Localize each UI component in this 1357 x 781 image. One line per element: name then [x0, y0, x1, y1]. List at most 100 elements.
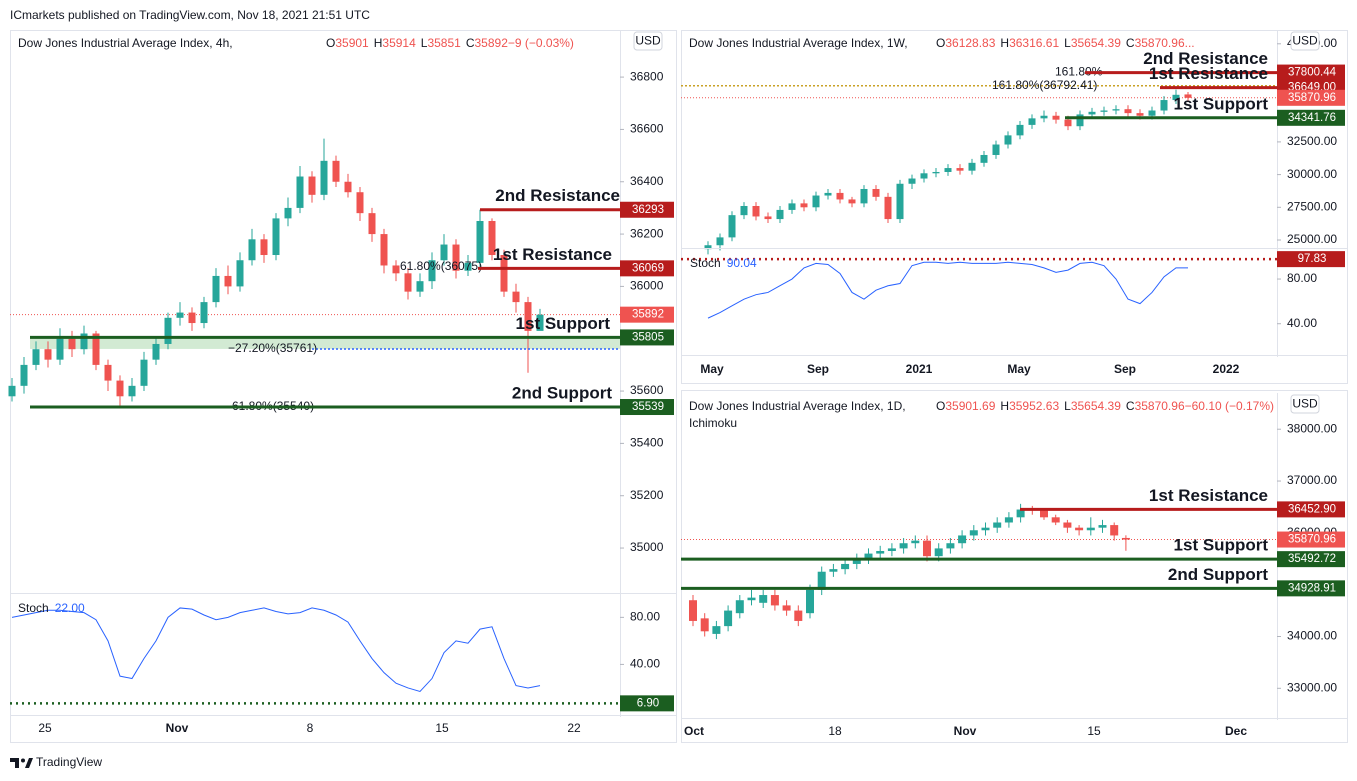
candle-body — [188, 312, 196, 324]
price-label: 34928.91 — [1288, 582, 1336, 594]
panel-frame — [681, 390, 1348, 743]
y-tick-label: 25000.00 — [1287, 232, 1337, 246]
candle-body — [712, 626, 721, 634]
level-label: 1st Resistance — [1149, 64, 1268, 83]
y-tick-label: 36600 — [630, 122, 664, 136]
y-tick-label: 38000.00 — [1287, 421, 1337, 435]
price-label: 35539 — [632, 401, 664, 413]
candle-body — [260, 239, 268, 256]
candle-body — [740, 205, 748, 216]
usd-box — [633, 31, 663, 51]
candle-body — [923, 540, 931, 557]
ohlc-value: 35870.96... — [1135, 36, 1195, 50]
chart-title: Dow Jones Industrial Average Index, 1D, — [689, 399, 906, 413]
candle-body — [1100, 110, 1108, 112]
y-tick-label: 34000.00 — [1287, 629, 1337, 643]
x-tick-label: Sep — [807, 362, 829, 376]
candle-body — [44, 349, 52, 360]
candle-body — [1088, 111, 1096, 115]
ohlc: O35901 H35914 L35851 C35892−9 (−0.03%) — [326, 36, 574, 50]
stoch-legend: Stoch 22.00 — [18, 601, 85, 615]
candle-body — [747, 597, 756, 601]
candle-body — [344, 181, 352, 193]
x-tick-label: Sep — [1114, 362, 1136, 376]
candle-body — [128, 385, 136, 397]
candle-body — [416, 281, 424, 292]
candle-body — [700, 618, 709, 632]
y-tick-label: 36800 — [630, 69, 664, 83]
y-tick-label: 35200 — [630, 488, 664, 502]
candle-body — [993, 522, 1002, 528]
price-label: 35870.96 — [1288, 534, 1336, 546]
candle-body — [1016, 509, 1025, 518]
candle-body — [440, 244, 448, 261]
y-tick-label: 40.00 — [1287, 316, 1317, 330]
fib-label: 161.80% — [1055, 65, 1103, 79]
y-tick-label: 27500.00 — [1287, 199, 1337, 213]
ohlc-key: L — [1064, 36, 1071, 50]
candle-body — [812, 195, 820, 208]
candle-body — [368, 213, 376, 235]
candle-body — [80, 333, 88, 350]
candle-body — [224, 275, 232, 287]
stoch-name: Stoch — [18, 601, 49, 615]
x-tick-label: Nov — [954, 724, 977, 738]
ohlc-value: 35851 — [427, 36, 461, 50]
candle-body — [296, 176, 304, 208]
level-label: 2nd Support — [512, 384, 612, 403]
candle-body — [1016, 124, 1024, 136]
candle-body — [8, 385, 16, 397]
ohlc-key: O — [936, 399, 945, 413]
level-label: 1st Support — [1174, 94, 1269, 113]
candle-body — [536, 314, 544, 331]
price-label: 36293 — [632, 204, 664, 216]
price-label-box — [1277, 580, 1345, 597]
candle-body — [404, 273, 412, 292]
brand-logo — [10, 758, 33, 768]
fib-label: −27.20%(35761) — [228, 341, 317, 355]
indicator-name: Ichimoku — [689, 416, 737, 430]
y-tick-label: 80.00 — [1287, 271, 1317, 285]
y-tick-label: 36000 — [630, 279, 664, 293]
candle-body — [876, 550, 885, 554]
candle-body — [392, 265, 400, 274]
candle-body — [1086, 527, 1095, 531]
candle-body — [164, 317, 172, 344]
price-label: 6.90 — [637, 697, 659, 709]
y-tick-label: 35000 — [630, 540, 664, 554]
candle-body — [817, 571, 826, 590]
x-tick-label: Oct — [684, 724, 704, 738]
x-tick-label: 25 — [38, 721, 52, 735]
candle-body — [476, 220, 484, 263]
y-tick-label: 36200 — [630, 226, 664, 240]
y-tick-label: 32500.00 — [1287, 134, 1337, 148]
candle-body — [911, 540, 920, 544]
candle-body — [944, 168, 952, 172]
candle-body — [1124, 109, 1132, 114]
brand: TradingView — [36, 755, 102, 769]
level-label: 2nd Resistance — [495, 186, 620, 205]
price-label-box — [1277, 89, 1345, 106]
y-tick-label: 35400 — [630, 436, 664, 450]
candle-body — [899, 543, 908, 549]
ohlc: O36128.83 H36316.61 L35654.39 C35870.96... — [936, 36, 1195, 50]
ohlc-value: 36128.83 — [945, 36, 995, 50]
ohlc-value: 35901 — [335, 36, 369, 50]
candle-body — [872, 188, 880, 197]
candle-body — [32, 349, 40, 365]
price-label: 97.83 — [1298, 253, 1327, 265]
candle-body — [1148, 110, 1156, 116]
ohlc-value: 36316.61 — [1009, 36, 1059, 50]
price-label-box — [620, 399, 674, 416]
fib-label: 61.80%(36075) — [400, 259, 482, 273]
candle-body — [841, 563, 850, 570]
candle-body — [800, 203, 808, 208]
price-label-box — [1277, 64, 1345, 81]
ohlc-value: 35952.63 — [1009, 399, 1059, 413]
level-label: 1st Resistance — [1149, 486, 1268, 505]
x-tick-label: Dec — [1225, 724, 1247, 738]
candle-body — [946, 543, 955, 549]
x-tick-label: 18 — [828, 724, 842, 738]
x-tick-label: Nov — [166, 721, 189, 735]
candle-body — [980, 154, 988, 163]
